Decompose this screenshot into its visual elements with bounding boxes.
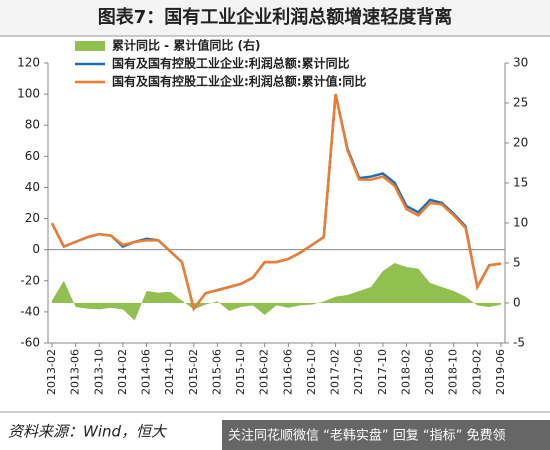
line [50, 93, 502, 312]
x-tick-label: 2015-02 [187, 349, 200, 395]
y2-tick-label: 0 [513, 296, 521, 310]
y-tick-label: -40 [20, 304, 40, 318]
y-tick-label: -20 [20, 273, 40, 287]
x-tick-label: 2014-06 [140, 349, 153, 395]
x-tick-label: 2017-06 [352, 349, 365, 395]
y-tick-label: 0 [32, 242, 40, 256]
x-tick-label: 2016-10 [305, 349, 318, 395]
y-tick-label: -60 [20, 336, 40, 350]
x-tick-label: 2015-10 [234, 349, 247, 395]
x-tick-label: 2018-10 [447, 349, 460, 395]
x-tick-label: 2018-06 [423, 349, 436, 395]
y-tick-label: 100 [17, 87, 40, 101]
x-tick-label: 2018-02 [399, 349, 412, 395]
y2-tick-label: 30 [513, 56, 528, 70]
watermark: 关注同花顺微信 “老韩实盘” 回复 “指标” 免费领 [228, 428, 505, 444]
legend-label: 国有及国有控股工业企业:利润总额:累计同比 [112, 56, 350, 71]
x-tick-label: 2017-02 [329, 349, 342, 395]
title-bar [0, 0, 550, 36]
x-tick-label: 2019-02 [470, 349, 483, 395]
x-tick-label: 2016-02 [258, 349, 271, 395]
y-tick-label: 80 [25, 118, 40, 132]
area [52, 263, 501, 321]
y2-tick-label: 20 [513, 136, 528, 150]
x-tick-label: 2015-06 [210, 349, 223, 395]
chart-title: 图表7：国有工业企业利润总额增速轻度背离 [98, 6, 453, 28]
x-tick-label: 2013-02 [45, 349, 58, 395]
y2-tick-label: -5 [513, 336, 525, 350]
y2-tick-label: 15 [513, 176, 528, 190]
y2-tick-label: 10 [513, 216, 528, 230]
y-tick-label: 60 [25, 149, 40, 163]
y-tick-label: 120 [17, 56, 40, 70]
y-tick-label: 40 [25, 180, 40, 194]
y-tick-label: 20 [25, 211, 40, 225]
watermark-bg [222, 420, 550, 450]
legend-label: 累计同比 - 累计值同比 (右) [112, 38, 260, 53]
legend-label: 国有及国有控股工业企业:利润总额:累计值:同比 [112, 74, 366, 89]
x-tick-label: 2019-06 [494, 349, 507, 395]
source: 资料来源：Wind，恒大 [8, 423, 168, 441]
y2-tick-label: 5 [513, 256, 521, 270]
x-tick-label: 2013-06 [69, 349, 82, 395]
x-tick-label: 2014-10 [163, 349, 176, 395]
x-tick-label: 2013-10 [92, 349, 105, 395]
y2-tick-label: 25 [513, 96, 528, 110]
x-tick-label: 2017-10 [376, 349, 389, 395]
x-tick-label: 2014-02 [116, 349, 129, 395]
line [50, 93, 502, 312]
x-tick-label: 2016-06 [281, 349, 294, 395]
legend-swatch [75, 41, 105, 51]
